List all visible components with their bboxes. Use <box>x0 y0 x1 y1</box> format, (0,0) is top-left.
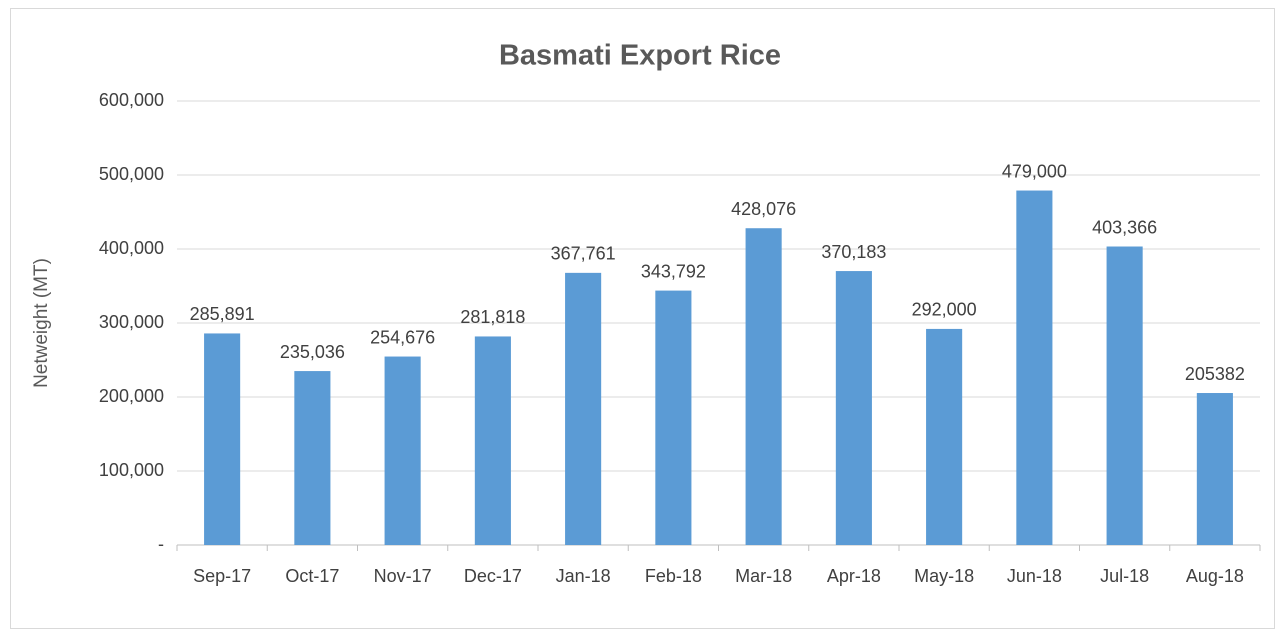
data-label: 285,891 <box>190 304 255 324</box>
bar <box>1106 246 1143 545</box>
data-label: 205382 <box>1185 364 1245 384</box>
data-label: 292,000 <box>912 300 977 320</box>
x-tick-label: Apr-18 <box>827 566 881 586</box>
chart-title: Basmati Export Rice <box>499 40 781 72</box>
bar <box>474 336 511 545</box>
data-label: 403,366 <box>1092 217 1157 237</box>
data-label: 479,000 <box>1002 161 1067 181</box>
bar <box>294 371 331 545</box>
y-tick-label: 600,000 <box>99 90 164 110</box>
x-tick-label: Feb-18 <box>645 566 702 586</box>
bar <box>204 333 241 545</box>
x-tick-label: Jul-18 <box>1100 566 1149 586</box>
bar <box>926 328 963 545</box>
x-tick-label: May-18 <box>914 566 974 586</box>
y-tick-label: 300,000 <box>99 312 164 332</box>
bar <box>565 272 602 545</box>
data-label: 254,676 <box>370 327 435 347</box>
x-tick-label: Jan-18 <box>556 566 611 586</box>
bar <box>1196 393 1233 545</box>
y-tick-label: - <box>158 534 164 554</box>
bar <box>745 228 782 545</box>
data-label: 343,792 <box>641 261 706 281</box>
x-tick-label: Aug-18 <box>1186 566 1244 586</box>
y-tick-label: 200,000 <box>99 386 164 406</box>
y-axis-label: Netweight (MT) <box>31 258 52 388</box>
data-label: 367,761 <box>551 244 616 264</box>
y-tick-label: 400,000 <box>99 238 164 258</box>
x-tick-label: Oct-17 <box>285 566 339 586</box>
bar <box>655 290 692 545</box>
bar <box>1016 190 1053 546</box>
data-label: 428,076 <box>731 199 796 219</box>
data-label: 281,818 <box>460 307 525 327</box>
x-tick-label: Jun-18 <box>1007 566 1062 586</box>
x-tick-label: Sep-17 <box>193 566 251 586</box>
y-tick-label: 500,000 <box>99 164 164 184</box>
y-tick-label: 100,000 <box>99 460 164 480</box>
x-tick-label: Dec-17 <box>464 566 522 586</box>
bar <box>835 271 872 545</box>
data-label: 235,036 <box>280 342 345 362</box>
bar <box>384 356 421 545</box>
x-tick-label: Mar-18 <box>735 566 792 586</box>
data-label: 370,183 <box>821 242 886 262</box>
x-tick-label: Nov-17 <box>374 566 432 586</box>
